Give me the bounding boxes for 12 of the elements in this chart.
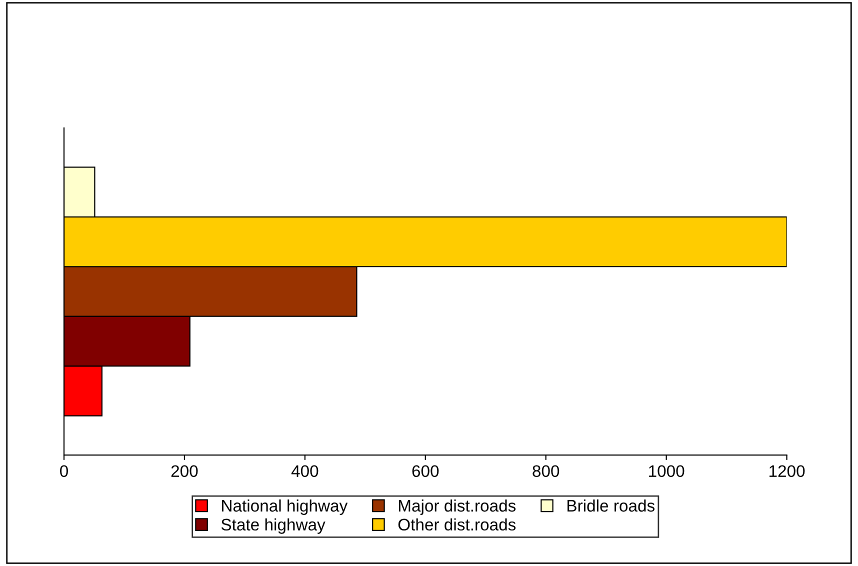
legend-label: Other dist.roads (398, 518, 516, 531)
x-tick-label: 1200 (770, 465, 805, 478)
x-tick-label: 600 (412, 465, 439, 478)
x-tick-label: 1000 (649, 465, 684, 478)
x-tick-label: 200 (171, 465, 198, 478)
x-tick-label: 400 (291, 465, 318, 478)
legend-label: National highway (222, 499, 348, 515)
x-tick-label: 800 (532, 465, 560, 478)
legend-label: State highway (221, 518, 326, 534)
legend-label: Bridle roads (568, 499, 655, 512)
legend-label: Major dist.roads (398, 499, 516, 515)
x-tick-label: 0 (60, 465, 68, 478)
